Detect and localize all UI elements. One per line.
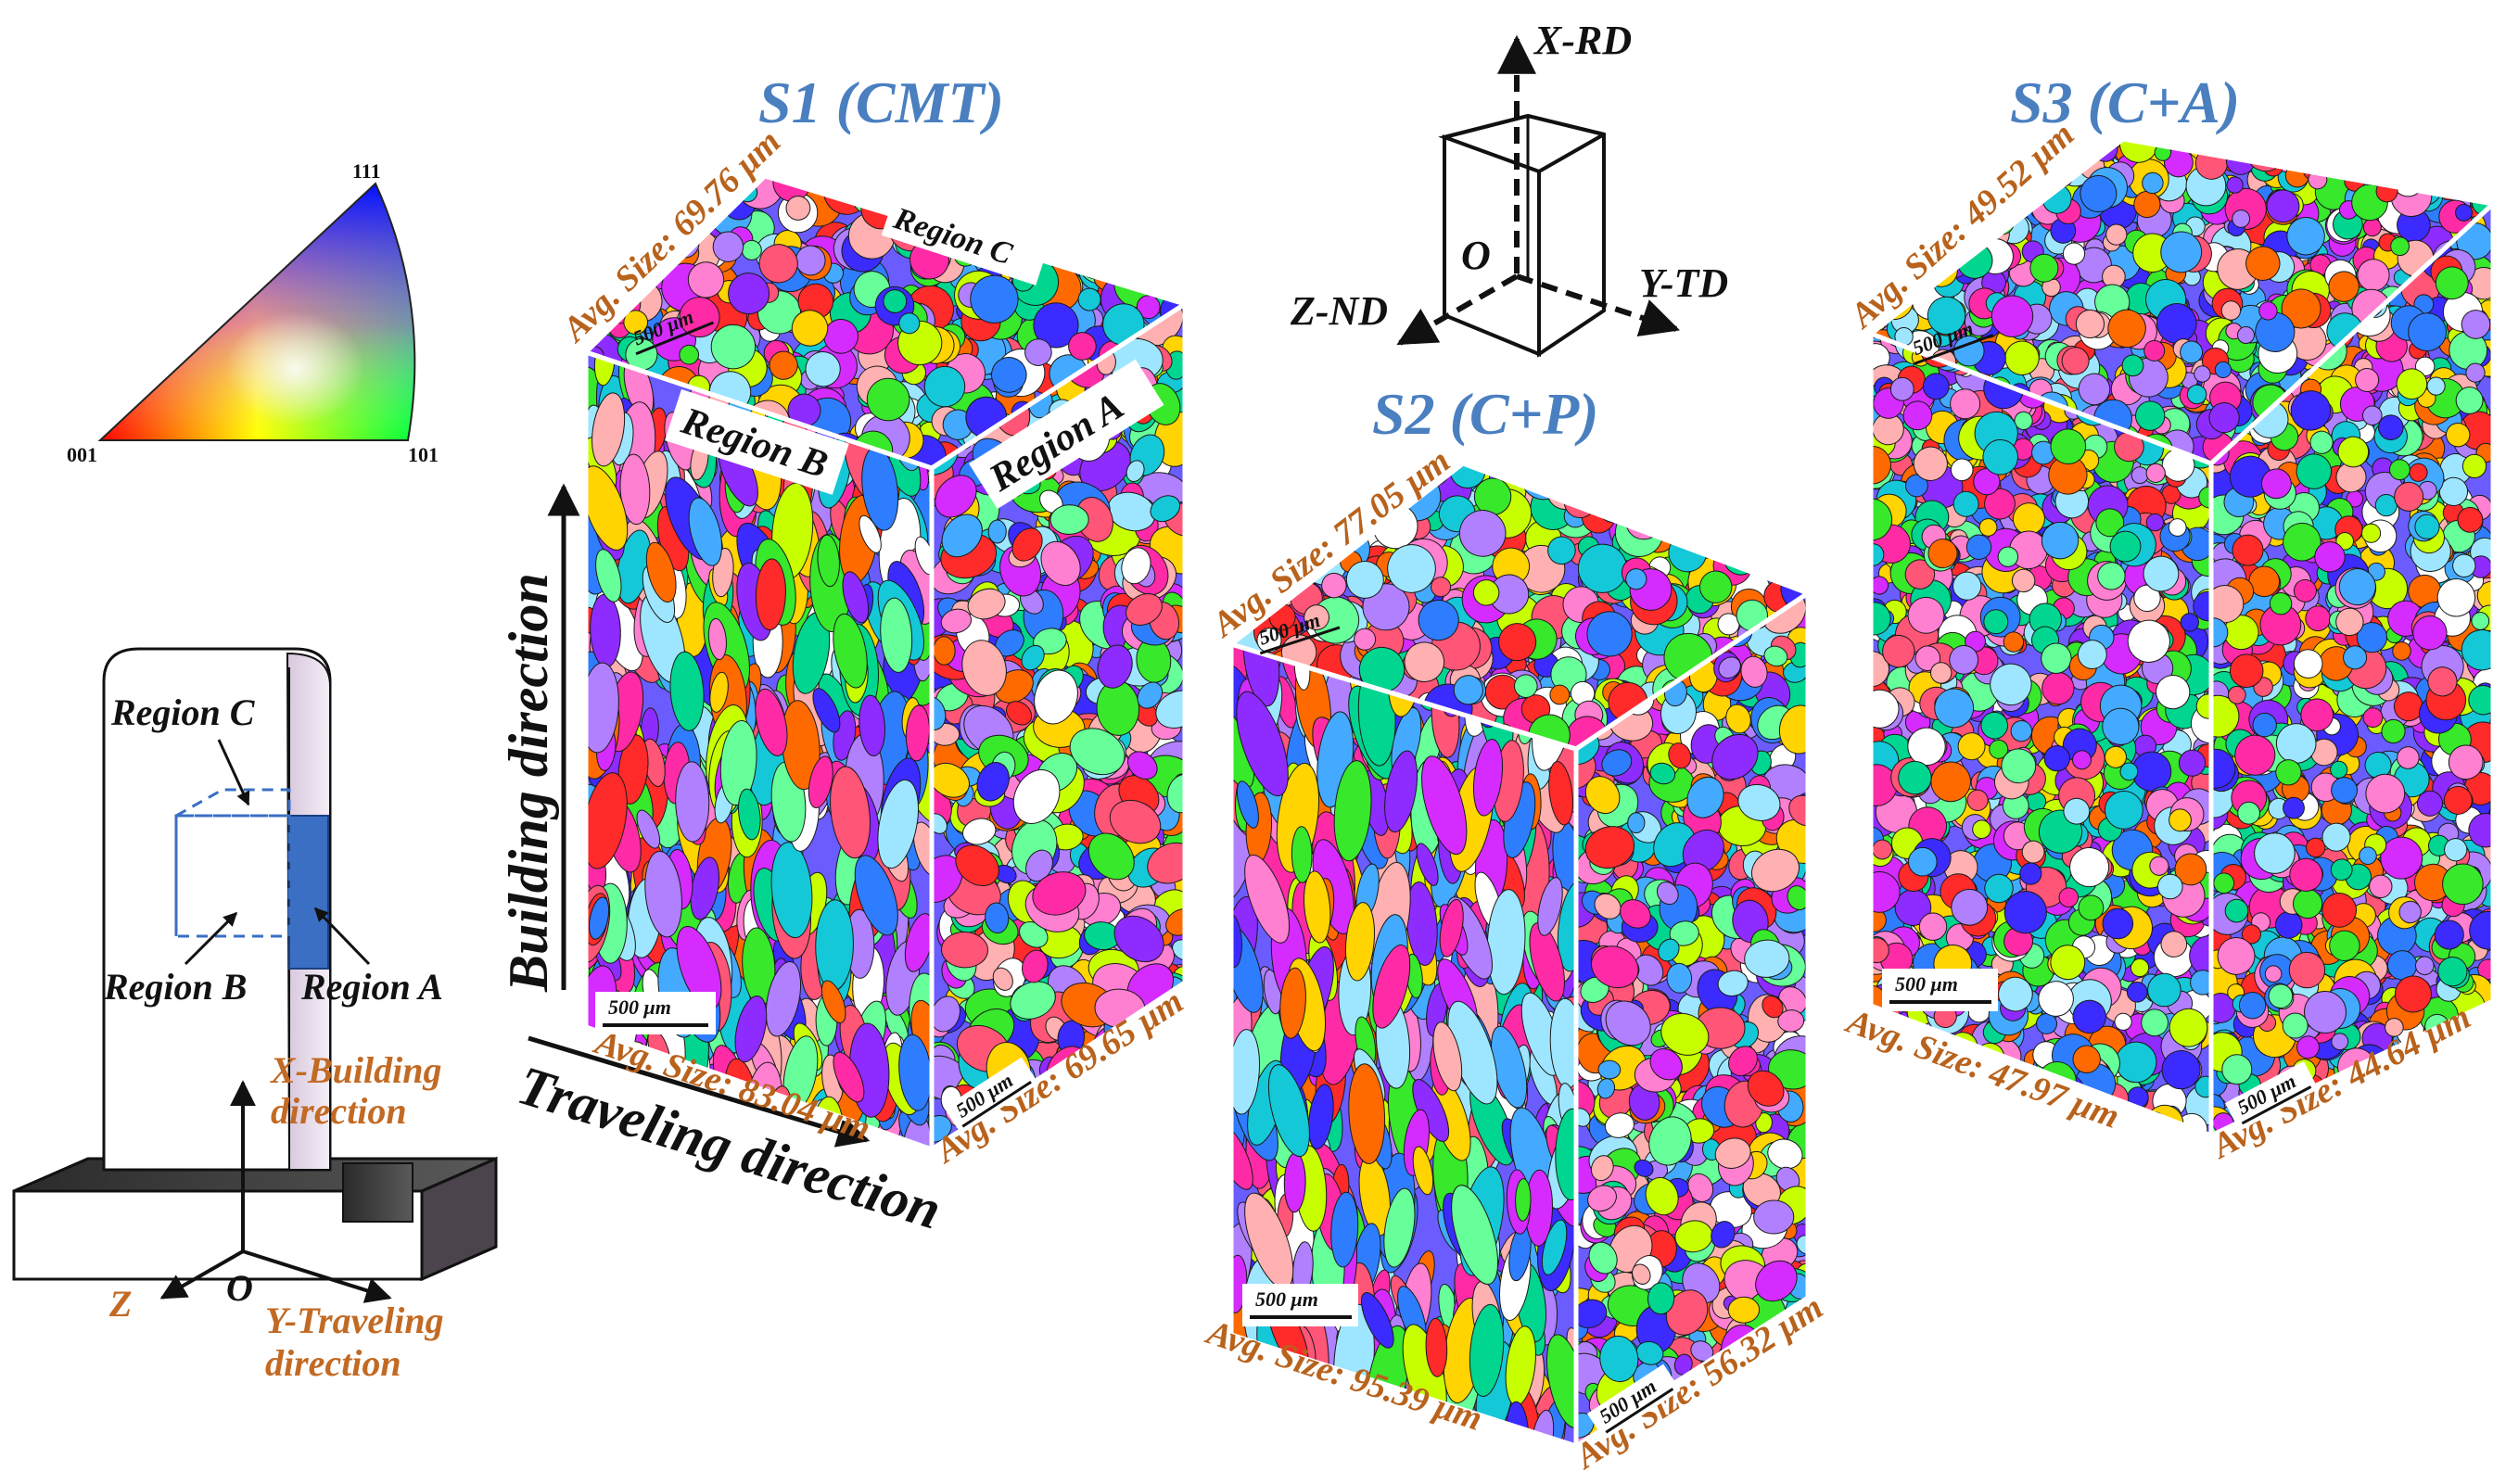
sample-s2-cube: S2 (C+P) Avg. Size: 77.05 μm Avg. Size: … (1201, 381, 1829, 1478)
sample-s2-title: S2 (C+P) (1372, 381, 1598, 447)
region-dashed-box (171, 788, 291, 938)
schematic-region-c-label: Region C (110, 691, 256, 733)
ipf-color-key: 111 001 101 (67, 159, 439, 466)
triad-y-label: Y-TD (1639, 260, 1728, 306)
sample-s1-cube: S1 (CMT) Region B Region A Region C Avg.… (554, 70, 1190, 1172)
region-a-strip (288, 815, 329, 970)
schematic-region-a-label: Region A (300, 966, 443, 1008)
schematic-x-axis-label-2: direction (271, 1090, 407, 1132)
sample-s3-cube: S3 (C+A) Avg. Size: 49.52 μm Avg. Size: … (1840, 70, 2493, 1167)
triad-x-label: X-RD (1533, 18, 1632, 63)
s2-scale-front: 500 μm (1255, 1287, 1318, 1311)
triad-origin-label: O (1461, 233, 1491, 278)
ipf-101-label: 101 (408, 443, 439, 466)
schematic-origin-label: O (226, 1267, 253, 1309)
schematic-y-axis-label-2: direction (265, 1342, 401, 1384)
orientation-triad: X-RD Y-TD Z-ND O (1290, 18, 1728, 358)
schematic-x-axis-label: X-Building (269, 1049, 442, 1091)
ipf-001-label: 001 (67, 443, 97, 466)
schematic-y-axis-label: Y-Traveling (265, 1300, 444, 1341)
sample-s1-title: S1 (CMT) (758, 70, 1004, 135)
sample-s3-title: S3 (C+A) (2010, 70, 2240, 135)
ipf-111-label: 111 (352, 159, 381, 183)
s3-scale-front: 500 μm (1895, 972, 1958, 996)
schematic-region-b-label: Region B (103, 966, 247, 1008)
wall-schematic: Region C Region B Region A X-Building di… (12, 647, 498, 1384)
schematic-z-axis-label: Z (108, 1283, 132, 1325)
building-direction-label: Building direction (498, 573, 559, 993)
s1-scale-front: 500 μm (608, 996, 671, 1019)
triad-z-label: Z-ND (1290, 288, 1388, 334)
